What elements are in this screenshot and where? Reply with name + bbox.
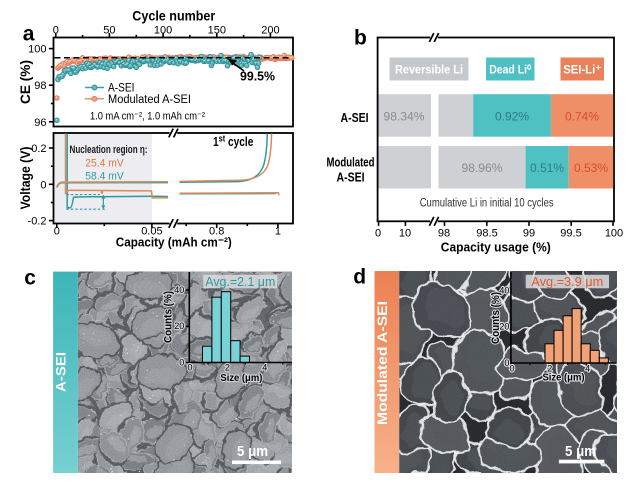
svg-text:Avg.=3.9 μm: Avg.=3.9 μm <box>531 275 603 289</box>
svg-text:98.34%: 98.34% <box>384 109 425 123</box>
svg-text:2: 2 <box>225 363 230 373</box>
svg-text:0.8: 0.8 <box>209 226 224 238</box>
svg-text:1: 1 <box>275 226 281 238</box>
svg-text:0: 0 <box>54 226 60 238</box>
svg-text:0: 0 <box>504 358 509 368</box>
svg-text:100: 100 <box>154 25 172 37</box>
svg-text:Modulated A-SEI: Modulated A-SEI <box>375 301 390 425</box>
svg-text:CE (%): CE (%) <box>18 60 33 104</box>
svg-text:Nucleation region η:: Nucleation region η: <box>70 144 148 156</box>
svg-text:0.74%: 0.74% <box>565 109 599 123</box>
svg-text:0.2: 0.2 <box>31 143 46 155</box>
svg-text:A-SEI: A-SEI <box>54 352 69 392</box>
svg-text:200: 200 <box>261 25 279 37</box>
svg-text:98: 98 <box>438 228 450 240</box>
svg-text:20: 20 <box>174 321 184 331</box>
svg-text:0.51%: 0.51% <box>530 161 564 175</box>
svg-text:A-SEI: A-SEI <box>108 83 135 95</box>
svg-text:99.5%: 99.5% <box>240 70 275 84</box>
svg-text:99.5: 99.5 <box>560 228 581 240</box>
svg-text:5 μm: 5 μm <box>237 444 268 460</box>
svg-text:Modulated A-SEI: Modulated A-SEI <box>108 94 191 106</box>
svg-text:0: 0 <box>509 364 514 374</box>
svg-text:A-SEI: A-SEI <box>337 171 365 185</box>
svg-text:0: 0 <box>375 228 381 240</box>
svg-text:10: 10 <box>399 228 411 240</box>
svg-text:150: 150 <box>208 25 226 37</box>
svg-text:c: c <box>24 266 36 289</box>
svg-text:0.05: 0.05 <box>141 226 162 238</box>
svg-text:0: 0 <box>179 358 184 368</box>
svg-text:100: 100 <box>605 228 623 240</box>
svg-text:58.4 mV: 58.4 mV <box>85 171 124 183</box>
svg-text:Reversible Li: Reversible Li <box>395 63 463 77</box>
svg-text:A-SEI: A-SEI <box>341 111 369 125</box>
svg-text:99: 99 <box>523 228 535 240</box>
svg-text:Voltage (V): Voltage (V) <box>18 147 33 210</box>
svg-text:4: 4 <box>262 363 267 373</box>
svg-text:5 μm: 5 μm <box>565 444 596 460</box>
svg-text:1.0 mA cm⁻², 1.0 mAh cm⁻²: 1.0 mA cm⁻², 1.0 mAh cm⁻² <box>90 111 205 123</box>
svg-text:Cumulative Li in initial 10 cy: Cumulative Li in initial 10 cycles <box>420 198 554 210</box>
svg-text:Size (μm): Size (μm) <box>543 372 585 384</box>
svg-text:-0.2: -0.2 <box>28 216 47 228</box>
svg-text:Avg.=2.1 μm: Avg.=2.1 μm <box>205 275 275 289</box>
svg-text:25.4 mV: 25.4 mV <box>85 158 124 170</box>
svg-text:0: 0 <box>53 25 59 37</box>
svg-text:0: 0 <box>40 179 46 191</box>
svg-text:Counts (%): Counts (%) <box>490 292 502 344</box>
svg-text:0.53%: 0.53% <box>574 161 608 175</box>
svg-text:Cycle number: Cycle number <box>132 9 216 24</box>
svg-text:d: d <box>353 266 366 289</box>
svg-text:Dead Li⁰: Dead Li⁰ <box>489 63 531 77</box>
svg-text:50: 50 <box>103 25 115 37</box>
svg-text:Size (μm): Size (μm) <box>220 372 262 384</box>
svg-text:100: 100 <box>28 44 46 56</box>
svg-text:b: b <box>354 27 367 50</box>
svg-text:98.5: 98.5 <box>476 228 497 240</box>
svg-text:20: 20 <box>499 322 509 332</box>
svg-text:a: a <box>23 22 35 45</box>
svg-text:0.92%: 0.92% <box>495 109 529 123</box>
svg-text:Capacity (mAh cm⁻²): Capacity (mAh cm⁻²) <box>116 235 232 250</box>
svg-text:98: 98 <box>34 80 46 92</box>
svg-text:0: 0 <box>187 363 192 373</box>
svg-text:Modulated: Modulated <box>327 156 375 170</box>
svg-text:4: 4 <box>585 364 590 374</box>
svg-text:98.96%: 98.96% <box>462 161 503 175</box>
svg-text:96: 96 <box>34 117 46 129</box>
svg-text:2: 2 <box>547 364 552 374</box>
svg-text:40: 40 <box>174 285 184 295</box>
svg-text:Capacity usage (%): Capacity usage (%) <box>441 240 551 255</box>
svg-text:SEI-Li⁺: SEI-Li⁺ <box>563 63 601 77</box>
svg-text:Counts (%): Counts (%) <box>163 291 175 343</box>
svg-text:40: 40 <box>499 285 509 295</box>
